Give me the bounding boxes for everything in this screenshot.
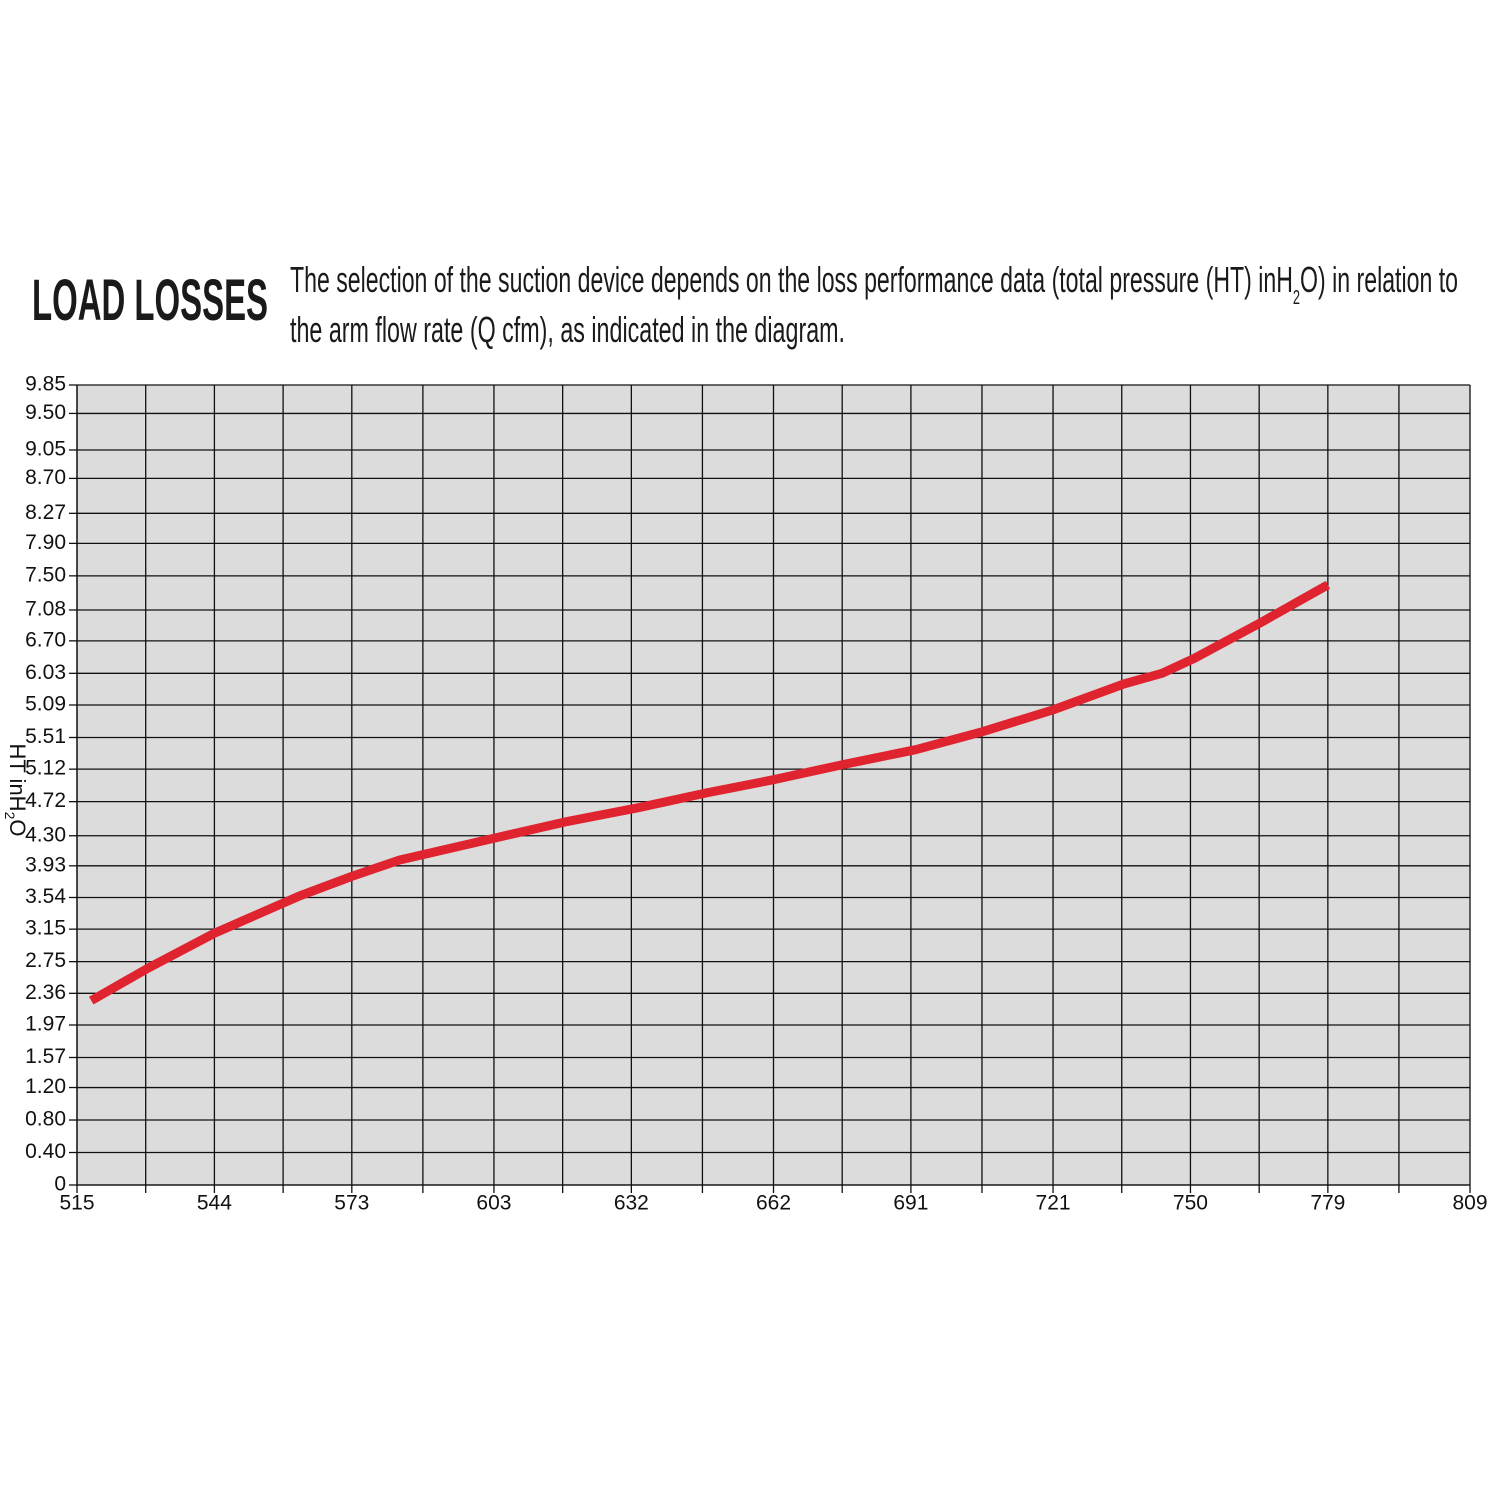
description-line: the arm flow rate (Q cfm), as indicated …: [290, 309, 845, 350]
y-tick-label: 0: [54, 1173, 66, 1196]
y-tick-label: 2.75: [25, 949, 66, 972]
y-tick-label: 5.51: [25, 725, 66, 748]
x-tick-label: 750: [1173, 1192, 1208, 1215]
y-tick-label: 3.15: [25, 917, 66, 940]
y-tick-label: 7.50: [25, 563, 66, 586]
y-tick-label: 3.93: [25, 853, 66, 876]
y-tick-label: 6.03: [25, 661, 66, 684]
data-line: [88, 580, 1331, 1005]
y-tick-label: 7.08: [25, 598, 66, 621]
y-tick-label: 9.05: [25, 438, 66, 461]
y-tick-label: 8.70: [25, 466, 66, 489]
y-label-subscript: 2: [2, 812, 18, 820]
y-tick-label: 4.30: [25, 823, 66, 846]
y-tick-label: 5.09: [25, 693, 66, 716]
y-tick-label: 9.85: [25, 373, 66, 396]
y-tick-label: 1.97: [25, 1013, 66, 1036]
y-tick-label: 5.12: [25, 757, 66, 780]
x-tick-label: 603: [476, 1192, 511, 1215]
x-tick-label: 544: [197, 1192, 232, 1215]
y-label-text: O: [5, 819, 30, 836]
y-tick-label: 9.50: [25, 401, 66, 424]
x-tick-label: 573: [334, 1192, 369, 1215]
x-tick-label: 662: [756, 1192, 791, 1215]
y-tick-label: 4.72: [25, 789, 66, 812]
description-subscript: 2: [1293, 287, 1300, 309]
y-tick-label: 1.57: [25, 1045, 66, 1068]
description-line: The selection of the suction device depe…: [290, 259, 1458, 309]
y-tick-label: 0.80: [25, 1108, 66, 1131]
x-tick-label: 721: [1036, 1192, 1071, 1215]
y-tick-label: 0.40: [25, 1140, 66, 1163]
description-text: O) in relation to: [1300, 259, 1458, 300]
x-tick-label: 779: [1310, 1192, 1345, 1215]
y-tick-label: 8.27: [25, 501, 66, 524]
y-tick-label: 1.20: [25, 1075, 66, 1098]
x-tick-label: 809: [1452, 1192, 1487, 1215]
x-tick-label: 632: [614, 1192, 649, 1215]
x-tick-label: 515: [59, 1192, 94, 1215]
y-tick-label: 7.90: [25, 531, 66, 554]
y-label-text: HT inH: [5, 744, 30, 812]
description-text: The selection of the suction device depe…: [290, 259, 1293, 300]
y-tick-label: 3.54: [25, 885, 66, 908]
y-axis-label: HT inH2O: [2, 744, 30, 837]
y-tick-label: 2.36: [25, 981, 66, 1004]
chart-title: LOAD LOSSES: [32, 268, 268, 333]
x-tick-label: 691: [893, 1192, 928, 1215]
y-tick-label: 6.70: [25, 628, 66, 651]
